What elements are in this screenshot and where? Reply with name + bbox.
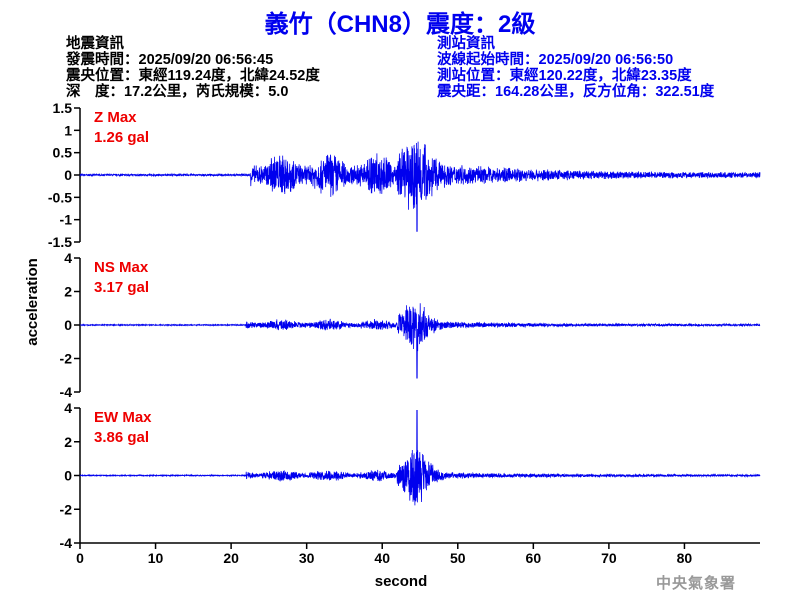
y-tick-label: 2	[64, 284, 72, 300]
y-tick-label: -4	[60, 384, 73, 400]
x-tick-label: 0	[76, 550, 84, 566]
y-tick-label: -1.5	[48, 234, 72, 250]
depth-magnitude: 深 度：17.2公里，芮氏規模：5.0	[66, 84, 289, 100]
max-value-Z: 1.26 gal	[94, 129, 149, 146]
max-label-NS: NS Max	[94, 259, 149, 276]
trace-Z	[79, 141, 761, 232]
y-tick-label: 0	[64, 468, 72, 484]
y-tick-label: 0	[64, 167, 72, 183]
max-value-NS: 3.17 gal	[94, 279, 149, 296]
x-tick-label: 30	[299, 550, 315, 566]
x-axis-label: second	[375, 573, 428, 590]
y-tick-label: 1.5	[53, 100, 73, 116]
y-tick-label: -0.5	[48, 189, 72, 205]
quake-info-heading: 地震資訊	[66, 36, 124, 52]
y-tick-label: -1	[60, 212, 73, 228]
record-start-time: 波線起始時間：2025/09/20 06:56:50	[437, 52, 674, 68]
y-tick-label: -2	[60, 351, 73, 367]
station-info: 測站資訊 波線起始時間：2025/09/20 06:56:50 測站位置：東經1…	[437, 36, 714, 100]
x-tick-label: 40	[374, 550, 390, 566]
x-tick-label: 70	[601, 550, 617, 566]
x-tick-label: 60	[526, 550, 542, 566]
x-tick-label: 10	[148, 550, 164, 566]
x-tick-label: 80	[677, 550, 693, 566]
max-label-Z: Z Max	[94, 109, 137, 126]
distance-azimuth: 震央距：164.28公里，反方位角：322.51度	[437, 84, 715, 100]
epicenter: 震央位置：東經119.24度，北緯24.52度	[66, 68, 320, 84]
y-tick-label: -2	[60, 501, 73, 517]
station-info-heading: 測站資訊	[437, 36, 495, 52]
y-axis-label: acceleration	[24, 258, 41, 346]
quake-info: 地震資訊 發震時間：2025/09/20 06:56:45 震央位置：東經119…	[66, 36, 320, 100]
y-tick-label: -4	[60, 535, 73, 551]
origin-time: 發震時間：2025/09/20 06:56:45	[66, 52, 274, 68]
chart-title: 義竹（CHN8）震度：2級	[264, 11, 536, 38]
y-tick-label: 0.5	[53, 145, 73, 161]
x-tick-label: 50	[450, 550, 466, 566]
y-tick-label: 2	[64, 434, 72, 450]
station-location: 測站位置：東經120.22度，北緯23.35度	[437, 68, 692, 84]
y-tick-label: 4	[64, 400, 72, 416]
max-value-EW: 3.86 gal	[94, 429, 149, 446]
x-tick-label: 20	[223, 550, 239, 566]
y-tick-label: 1	[64, 122, 72, 138]
max-label-EW: EW Max	[94, 409, 152, 426]
y-tick-label: 0	[64, 317, 72, 333]
trace-NS	[79, 303, 761, 379]
y-tick-label: 4	[64, 250, 72, 266]
trace-EW	[79, 410, 761, 506]
agency-watermark: 中央氣象署	[656, 574, 737, 592]
